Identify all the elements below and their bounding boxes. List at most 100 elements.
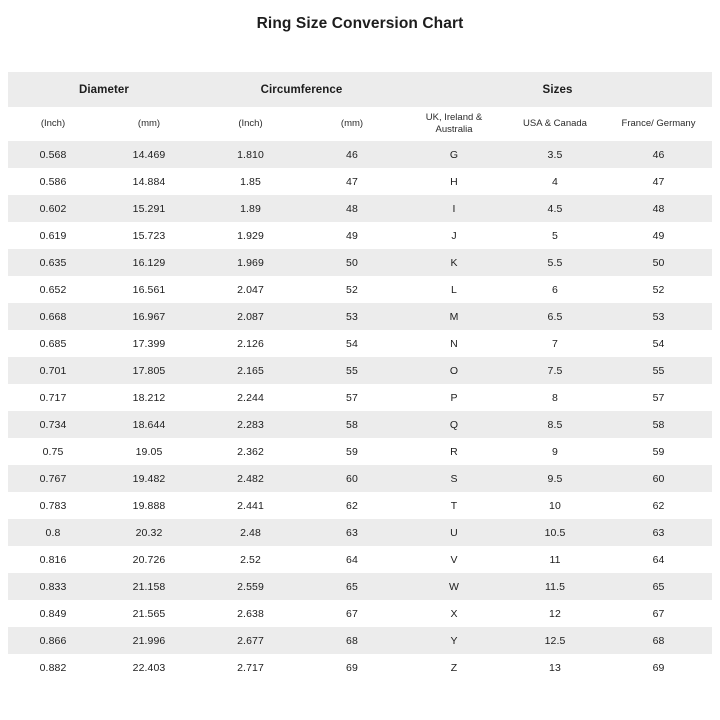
table-cell: 54	[652, 337, 665, 350]
table-row: 0.635 16.129 1.969 50 K 5.5 50	[8, 249, 713, 276]
table-cell: 0.866	[39, 634, 67, 647]
table-cell: 63	[346, 526, 358, 539]
table-cell: L	[451, 283, 457, 296]
table-cell: 5.5	[547, 256, 563, 269]
table-cell: 4	[552, 175, 558, 188]
table-cell: 65	[346, 580, 358, 593]
table-cell: 0.635	[39, 256, 67, 269]
table-cell: 63	[652, 526, 665, 539]
column-header-row: (Inch) (mm) (Inch) (mm) UK, Ireland & Au…	[8, 107, 713, 141]
table-cell: 19.482	[132, 472, 166, 485]
table-cell: G	[449, 148, 459, 161]
table-cell: Y	[450, 634, 458, 647]
table-row: 0.568 14.469 1.810 46 G 3.5 46	[8, 141, 713, 168]
table-row: 0.849 21.565 2.638 67 X 12 67	[8, 600, 713, 627]
table-cell: 47	[652, 175, 665, 188]
table-cell: Z	[450, 661, 458, 674]
table-cell: 46	[346, 148, 358, 161]
table-cell: 1.89	[240, 202, 261, 215]
table-cell: 55	[652, 364, 665, 377]
table-cell: 0.767	[39, 472, 67, 485]
table-cell: 2.244	[237, 391, 264, 404]
table-row: 0.701 17.805 2.165 55 O 7.5 55	[8, 357, 713, 384]
table-cell: 0.619	[39, 229, 67, 242]
table-cell: T	[450, 499, 458, 512]
table-row: 0.717 18.212 2.244 57 P 8 57	[8, 384, 713, 411]
table-cell: 53	[652, 310, 665, 323]
table-cell: 62	[346, 499, 358, 512]
table-cell: 2.52	[240, 553, 261, 566]
table-cell: 10.5	[544, 526, 566, 539]
table-cell: 2.165	[237, 364, 264, 377]
table-cell: 57	[652, 391, 665, 404]
table-cell: 68	[346, 634, 358, 647]
column-header-uk-ireland-australia: UK, Ireland & Australia	[425, 112, 483, 135]
table-cell: 4.5	[547, 202, 563, 215]
table-cell: 16.967	[132, 310, 166, 323]
table-cell: 0.75	[42, 445, 64, 458]
column-header-circumference-inch: (Inch)	[238, 118, 263, 129]
table-cell: 18.644	[132, 418, 166, 431]
table-cell: 55	[346, 364, 358, 377]
table-cell: 17.399	[132, 337, 166, 350]
table-row: 0.586 14.884 1.85 47 H 4 47	[8, 168, 713, 195]
table-cell: 21.565	[132, 607, 166, 620]
table-cell: 49	[652, 229, 665, 242]
table-cell: 7	[552, 337, 558, 350]
table-cell: H	[450, 175, 458, 188]
table-cell: 11	[549, 553, 561, 566]
table-cell: O	[449, 364, 459, 377]
column-header-circumference-mm: (mm)	[340, 118, 364, 129]
table-cell: R	[450, 445, 458, 458]
table-cell: 2.362	[237, 445, 264, 458]
column-header-france-germany: France/ Germany	[621, 118, 696, 129]
table-cell: 13	[549, 661, 561, 674]
table-cell: 60	[346, 472, 358, 485]
table-cell: 22.403	[132, 661, 166, 674]
table-cell: 67	[346, 607, 358, 620]
table-cell: 9	[552, 445, 558, 458]
group-header-diameter: Diameter	[78, 83, 130, 96]
table-cell: Q	[449, 418, 459, 431]
table-cell: 0.882	[39, 661, 67, 674]
table-row: 0.619 15.723 1.929 49 J 5 49	[8, 222, 713, 249]
table-cell: 0.685	[39, 337, 67, 350]
group-header-row: Diameter Circumference Sizes	[8, 72, 713, 107]
table-cell: 52	[652, 283, 665, 296]
column-header-diameter-mm: (mm)	[137, 118, 161, 129]
table-cell: 50	[346, 256, 358, 269]
table-cell: 6.5	[547, 310, 563, 323]
table-cell: 14.469	[132, 148, 166, 161]
table-cell: 47	[346, 175, 358, 188]
table-cell: 2.047	[237, 283, 264, 296]
table-cell: 48	[346, 202, 358, 215]
table-cell: 2.087	[237, 310, 264, 323]
table-cell: 8.5	[547, 418, 563, 431]
table-cell: M	[449, 310, 459, 323]
column-header-usa-canada: USA & Canada	[523, 118, 587, 129]
table-row: 0.816 20.726 2.52 64 V 11 64	[8, 546, 713, 573]
table-cell: J	[451, 229, 457, 242]
table-cell: 2.283	[237, 418, 264, 431]
table-cell: 0.734	[39, 418, 67, 431]
table-cell: 53	[346, 310, 358, 323]
table-cell: 16.129	[132, 256, 166, 269]
table-cell: 8	[552, 391, 558, 404]
table-cell: 15.291	[132, 202, 166, 215]
table-cell: 15.723	[132, 229, 166, 242]
table-cell: 65	[652, 580, 665, 593]
column-header-diameter-inch: (Inch)	[40, 118, 66, 129]
table-cell: 52	[346, 283, 358, 296]
table-cell: 16.561	[132, 283, 166, 296]
table-cell: 54	[346, 337, 358, 350]
table-cell: 62	[652, 499, 665, 512]
table-row: 0.602 15.291 1.89 48 I 4.5 48	[8, 195, 713, 222]
table-cell: 5	[552, 229, 558, 242]
table-cell: 2.677	[237, 634, 264, 647]
table-cell: 21.996	[132, 634, 166, 647]
table-row: 0.75 19.05 2.362 59 R 9 59	[8, 438, 713, 465]
table-cell: 20.726	[132, 553, 166, 566]
table-cell: 1.969	[237, 256, 264, 269]
table-cell: 64	[652, 553, 665, 566]
